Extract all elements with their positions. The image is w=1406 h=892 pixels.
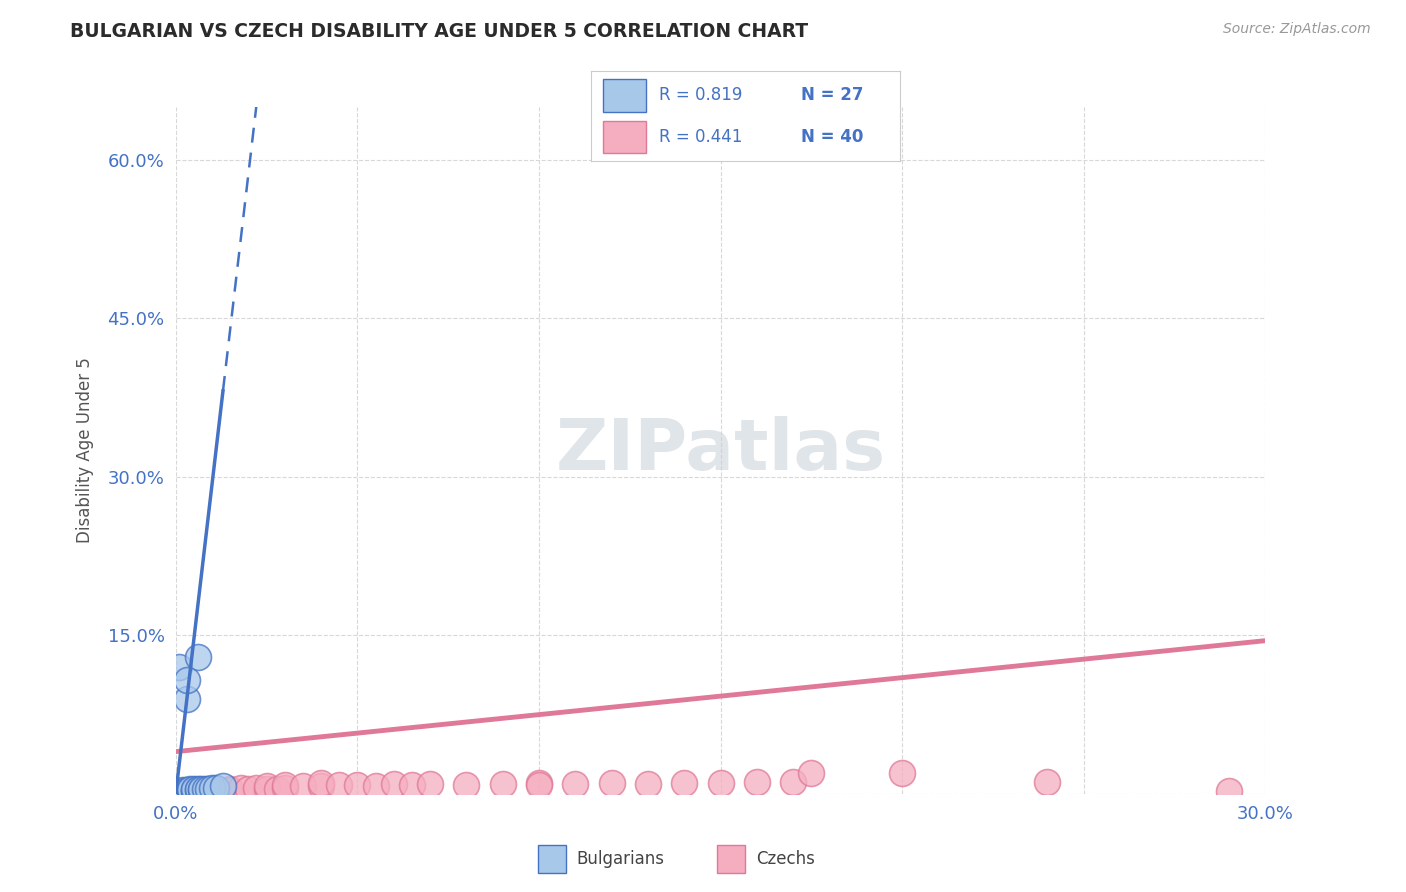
Point (212, 780, 235, 794)
Bar (537, 845, 565, 872)
Point (527, 779, 550, 793)
Point (238, 781, 260, 796)
Point (419, 777, 441, 791)
Point (782, 775, 804, 789)
Point (1036, 775, 1059, 789)
Point (169, 785, 191, 799)
Point (492, 777, 515, 791)
Point (637, 777, 659, 791)
Point (710, 776, 733, 790)
Text: N = 27: N = 27 (801, 87, 863, 104)
Point (190, 782, 212, 797)
Point (364, 780, 387, 794)
Point (219, 782, 242, 797)
Point (219, 781, 242, 796)
Bar (603, 121, 647, 153)
Bar (717, 845, 745, 872)
Point (172, 783, 194, 797)
Point (172, 782, 194, 797)
Point (183, 783, 205, 797)
Point (245, 780, 267, 795)
Y-axis label: Disability Age Under 5: Disability Age Under 5 (76, 358, 94, 543)
Point (600, 776, 623, 790)
Point (456, 779, 478, 793)
Point (201, 783, 224, 797)
Point (176, 782, 198, 797)
Point (346, 779, 368, 793)
Point (309, 780, 332, 794)
Point (176, 673, 198, 687)
Point (176, 691, 198, 706)
Point (266, 781, 288, 796)
Text: ZIPatlas: ZIPatlas (555, 416, 886, 485)
Point (183, 781, 205, 796)
Point (169, 660, 191, 674)
Point (527, 776, 550, 790)
Point (274, 780, 297, 795)
Point (256, 780, 278, 794)
Point (169, 785, 191, 799)
Point (309, 776, 332, 790)
Point (186, 781, 209, 796)
Text: N = 40: N = 40 (801, 128, 863, 146)
Text: Czechs: Czechs (756, 849, 814, 868)
Text: Source: ZipAtlas.com: Source: ZipAtlas.com (1223, 22, 1371, 37)
Point (183, 783, 205, 797)
Point (179, 782, 201, 797)
Point (186, 649, 209, 664)
Text: R = 0.819: R = 0.819 (658, 87, 742, 104)
Point (179, 783, 201, 797)
Point (891, 765, 914, 780)
Point (183, 782, 205, 797)
Point (204, 780, 226, 795)
Point (176, 783, 198, 797)
Point (800, 765, 823, 780)
Bar (603, 79, 647, 112)
Point (190, 782, 212, 797)
Point (673, 776, 696, 790)
Point (328, 779, 350, 793)
Point (564, 777, 586, 791)
Point (745, 775, 768, 789)
Point (186, 782, 209, 797)
Point (190, 781, 212, 796)
Text: BULGARIAN VS CZECH DISABILITY AGE UNDER 5 CORRELATION CHART: BULGARIAN VS CZECH DISABILITY AGE UNDER … (70, 22, 808, 41)
Point (201, 780, 224, 795)
Point (1218, 783, 1240, 797)
Point (176, 785, 198, 799)
Point (176, 783, 198, 797)
Text: R = 0.441: R = 0.441 (658, 128, 742, 146)
Point (401, 779, 423, 793)
Point (256, 781, 278, 796)
Text: Bulgarians: Bulgarians (576, 849, 665, 868)
Point (179, 781, 201, 796)
Point (208, 782, 231, 797)
Point (169, 783, 191, 797)
Point (274, 779, 297, 793)
Point (197, 781, 219, 796)
Point (231, 780, 253, 795)
Point (382, 777, 405, 791)
Point (172, 785, 194, 799)
Point (291, 780, 314, 794)
Point (194, 781, 217, 796)
